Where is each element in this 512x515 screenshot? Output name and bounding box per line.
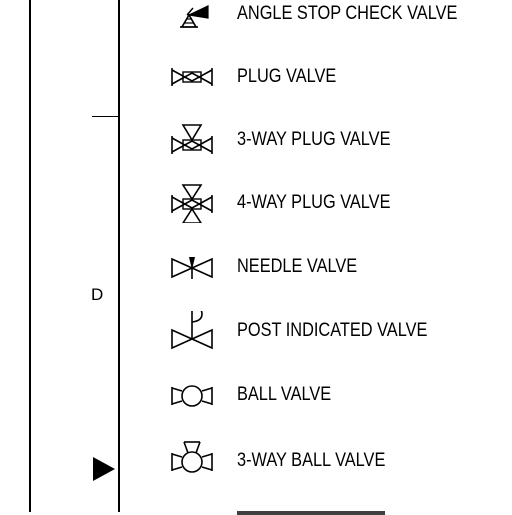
legend-label: 3-WAY BALL VALVE (237, 450, 386, 471)
legend-item-three-way-ball-valve: 3-WAY BALL VALVE (160, 441, 512, 481)
plug-valve-icon (171, 68, 213, 86)
ball-valve-icon (171, 385, 213, 407)
angle-stop-check-valve-icon (180, 5, 209, 28)
four-way-plug-valve-icon (171, 184, 213, 223)
legend-item-post-indicated-valve: POST INDICATED VALVE (160, 311, 512, 351)
legend-item-angle-stop-check-valve: ANGLE STOP CHECK VALVE (160, 0, 512, 34)
legend-label: BALL VALVE (237, 384, 332, 405)
zone-divider-tick (92, 116, 119, 117)
legend-label: POST INDICATED VALVE (237, 320, 428, 341)
legend-item-three-way-plug-valve: 3-WAY PLUG VALVE (160, 120, 512, 160)
legend-label: ANGLE STOP CHECK VALVE (237, 3, 458, 24)
legend-item-ball-valve: BALL VALVE (160, 375, 512, 415)
legend-item-four-way-plug-valve: 4-WAY PLUG VALVE (160, 183, 512, 223)
legend-item-plug-valve: PLUG VALVE (160, 57, 512, 97)
legend-label: 3-WAY PLUG VALVE (237, 129, 391, 150)
legend-item-needle-valve: NEEDLE VALVE (160, 247, 512, 287)
post-indicated-valve-icon (171, 311, 213, 350)
legend-label: PLUG VALVE (237, 66, 337, 87)
zone-letter: D (91, 285, 104, 304)
legend-label: 4-WAY PLUG VALVE (237, 192, 391, 213)
drawing-border-left (29, 0, 31, 512)
clipped-legend-row (237, 505, 387, 515)
legend-label: NEEDLE VALVE (237, 256, 358, 277)
three-way-plug-valve-icon (171, 124, 213, 154)
needle-valve-icon (171, 257, 213, 279)
centering-arrow-icon (93, 457, 115, 481)
drawing-border-inner (118, 0, 120, 512)
three-way-ball-valve-icon (171, 441, 213, 473)
